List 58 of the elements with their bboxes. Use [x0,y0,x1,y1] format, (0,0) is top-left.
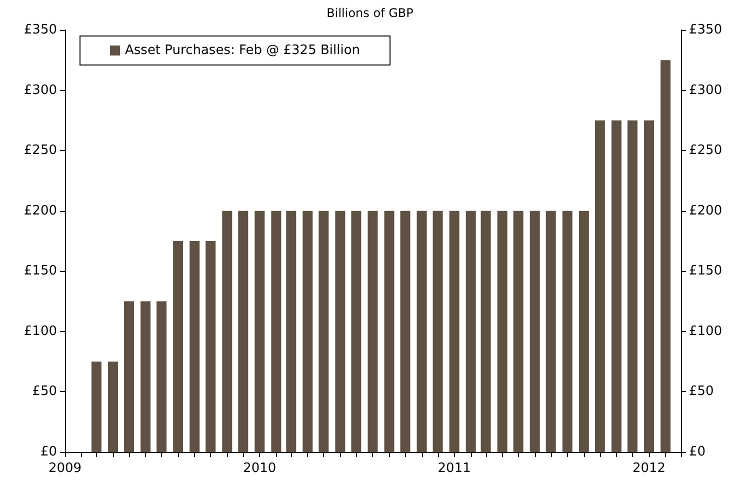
y2-tick-label: £150 [689,264,722,279]
y-tick-label: £100 [24,324,57,339]
bar [156,301,167,452]
y2-tick-label: £100 [689,324,722,339]
bar [611,120,622,452]
bar [594,120,605,452]
y2-tick-label: £350 [689,22,722,38]
y-tick-label: £50 [32,384,57,400]
bar [318,210,329,452]
bar [432,210,443,452]
x-tick-label: 2009 [48,461,82,476]
chart-title: Billions of GBP [326,6,414,20]
y2-tick-label: £200 [689,203,722,218]
bar [254,210,265,452]
bar [644,120,654,452]
y-tick-label: £0 [40,444,57,460]
y2-tick-label: £50 [689,384,714,400]
bar [91,362,102,452]
bar [546,210,556,452]
bar [222,210,232,452]
y-tick-label: £350 [24,22,57,38]
y2-tick-label: £300 [689,82,722,98]
y2-tick-label: £0 [689,444,706,460]
bar [562,210,572,452]
bar [400,210,410,452]
legend-label: Asset Purchases: Feb @ £325 Billion [125,43,360,58]
bar [384,210,394,452]
bar [351,210,362,452]
y-tick-label: £300 [24,82,57,98]
bar [238,210,248,452]
bar [271,210,282,452]
bar [530,210,540,452]
bar [368,210,378,452]
bar [660,60,671,452]
bar [497,210,508,452]
bar [124,301,134,452]
x-tick-label: 2012 [632,461,666,476]
y-tick-label: £200 [24,203,57,218]
bar [335,210,346,452]
x-tick-label: 2010 [243,461,276,476]
y2-tick-label: £250 [689,143,722,158]
bar [206,241,216,452]
bar [466,210,476,452]
bar [480,210,491,452]
bar [173,241,184,452]
bar [449,210,460,452]
y-tick-label: £150 [24,264,57,279]
bar [286,210,296,452]
bar [140,301,151,452]
bar [190,241,200,452]
bar [108,362,118,452]
bar [578,210,589,452]
bar [416,210,427,452]
x-tick-label: 2011 [438,461,471,476]
bar [302,210,313,452]
y-tick-label: £250 [24,143,57,158]
bar [513,210,524,452]
bar [627,120,638,452]
